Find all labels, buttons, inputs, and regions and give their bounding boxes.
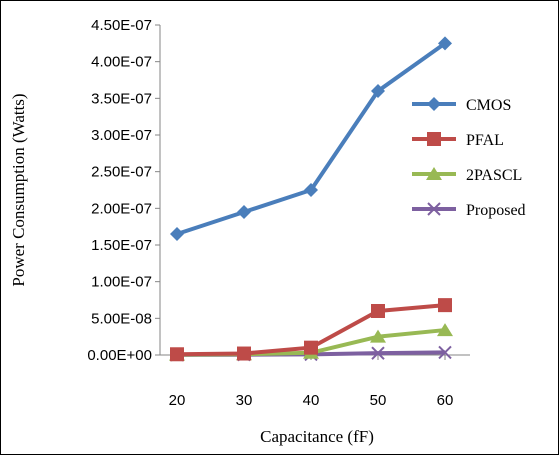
x-tick-label: 60 <box>437 392 454 409</box>
x-tick-label: 40 <box>303 392 320 409</box>
y-axis-ticks: 0.00E+00 5.00E-08 1.00E-07 1.50E-07 2.00E-07… <box>87 17 160 364</box>
legend-label: 2PASCL <box>466 167 522 184</box>
data-point <box>371 304 385 318</box>
x-tick-label: 20 <box>169 392 186 409</box>
legend-label: Proposed <box>466 202 526 219</box>
legend-marker <box>427 132 441 146</box>
data-point <box>438 345 452 360</box>
series-cmos <box>170 36 452 241</box>
y-tick-label: 1.00E-07 <box>91 274 152 291</box>
data-point <box>170 347 184 362</box>
data-point <box>304 340 318 355</box>
data-point <box>437 323 453 337</box>
y-axis-title: Power Consumption (Watts) <box>9 93 28 286</box>
x-axis-ticks: 20 30 40 50 60 <box>169 355 454 409</box>
legend-label: CMOS <box>466 97 511 114</box>
legend-marker <box>427 97 441 111</box>
legend-marker <box>426 167 442 180</box>
y-tick-label: 3.50E-07 <box>91 90 152 107</box>
data-point <box>370 329 386 343</box>
data-point <box>237 346 251 361</box>
data-point <box>438 298 452 313</box>
legend-marker <box>427 202 441 216</box>
data-point <box>371 346 385 360</box>
legend-label: PFAL <box>466 132 504 149</box>
data-point <box>438 36 452 51</box>
y-tick-label: 3.00E-07 <box>91 127 152 144</box>
data-point <box>237 205 251 219</box>
legend-entry: PFAL <box>412 132 504 149</box>
data-point <box>170 227 184 241</box>
series-layer <box>169 36 453 362</box>
legend: CMOS PFAL 2PASCL Proposed <box>412 97 526 219</box>
x-tick-label: 50 <box>370 392 387 409</box>
legend-entry: 2PASCL <box>412 167 522 184</box>
legend-entry: Proposed <box>412 202 526 219</box>
series-line <box>176 41 447 236</box>
legend-entry: CMOS <box>412 97 511 114</box>
y-tick-label: 2.50E-07 <box>91 164 152 181</box>
x-axis-title: Capacitance (fF) <box>260 427 374 446</box>
series-pfal <box>170 298 452 362</box>
data-point <box>371 84 385 98</box>
y-tick-label: 0.00E+00 <box>87 347 152 364</box>
y-tick-label: 1.50E-07 <box>91 237 152 254</box>
data-point <box>304 183 318 197</box>
y-tick-label: 4.00E-07 <box>91 54 152 71</box>
y-tick-label: 5.00E-08 <box>91 310 152 327</box>
x-tick-label: 30 <box>236 392 253 409</box>
y-tick-label: 4.50E-07 <box>91 17 152 34</box>
y-tick-label: 2.00E-07 <box>91 200 152 217</box>
